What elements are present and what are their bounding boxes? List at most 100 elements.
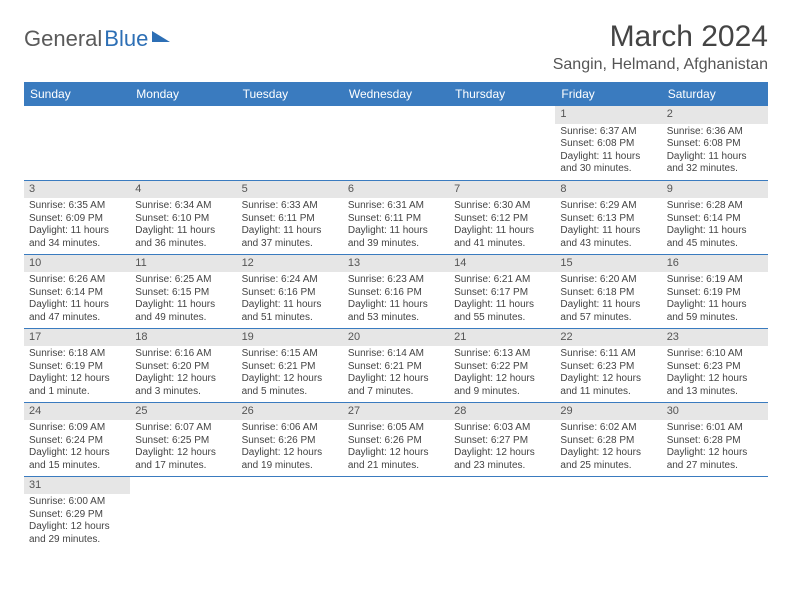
day-cell: 6Sunrise: 6:31 AMSunset: 6:11 PMDaylight…: [343, 180, 449, 254]
day-number: 18: [130, 329, 236, 347]
day-cell: 5Sunrise: 6:33 AMSunset: 6:11 PMDaylight…: [237, 180, 343, 254]
sunset-text: Sunset: 6:13 PM: [560, 213, 656, 226]
day-number: 2: [662, 106, 768, 124]
sunrise-text: Sunrise: 6:06 AM: [242, 422, 338, 435]
weekday-row: SundayMondayTuesdayWednesdayThursdayFrid…: [24, 82, 768, 106]
sunrise-text: Sunrise: 6:29 AM: [560, 200, 656, 213]
day2-text: and 19 minutes.: [242, 460, 338, 473]
sunset-text: Sunset: 6:18 PM: [560, 287, 656, 300]
sunset-text: Sunset: 6:20 PM: [135, 361, 231, 374]
day-cell: 10Sunrise: 6:26 AMSunset: 6:14 PMDayligh…: [24, 254, 130, 328]
day1-text: Daylight: 12 hours: [242, 373, 338, 386]
day1-text: Daylight: 11 hours: [560, 225, 656, 238]
day2-text: and 57 minutes.: [560, 312, 656, 325]
sunrise-text: Sunrise: 6:35 AM: [29, 200, 125, 213]
empty-cell: [343, 106, 449, 180]
sunset-text: Sunset: 6:08 PM: [667, 138, 763, 151]
sunset-text: Sunset: 6:23 PM: [667, 361, 763, 374]
sunrise-text: Sunrise: 6:25 AM: [135, 274, 231, 287]
sunrise-text: Sunrise: 6:34 AM: [135, 200, 231, 213]
day-number: 11: [130, 255, 236, 273]
day-cell: 3Sunrise: 6:35 AMSunset: 6:09 PMDaylight…: [24, 180, 130, 254]
day-cell: 8Sunrise: 6:29 AMSunset: 6:13 PMDaylight…: [555, 180, 661, 254]
day2-text: and 45 minutes.: [667, 238, 763, 251]
day-cell: 9Sunrise: 6:28 AMSunset: 6:14 PMDaylight…: [662, 180, 768, 254]
day-cell: 23Sunrise: 6:10 AMSunset: 6:23 PMDayligh…: [662, 328, 768, 402]
day-number: 4: [130, 181, 236, 199]
day-number: 30: [662, 403, 768, 421]
empty-cell: [343, 476, 449, 550]
sunset-text: Sunset: 6:09 PM: [29, 213, 125, 226]
sunrise-text: Sunrise: 6:28 AM: [667, 200, 763, 213]
day1-text: Daylight: 12 hours: [348, 373, 444, 386]
day2-text: and 55 minutes.: [454, 312, 550, 325]
sunset-text: Sunset: 6:24 PM: [29, 435, 125, 448]
sunrise-text: Sunrise: 6:01 AM: [667, 422, 763, 435]
day-number: 16: [662, 255, 768, 273]
day2-text: and 36 minutes.: [135, 238, 231, 251]
day-cell: 30Sunrise: 6:01 AMSunset: 6:28 PMDayligh…: [662, 402, 768, 476]
day-cell: 1Sunrise: 6:37 AMSunset: 6:08 PMDaylight…: [555, 106, 661, 180]
day-number: 31: [24, 477, 130, 495]
sunset-text: Sunset: 6:21 PM: [242, 361, 338, 374]
day2-text: and 11 minutes.: [560, 386, 656, 399]
day-number: 14: [449, 255, 555, 273]
day-number: 24: [24, 403, 130, 421]
day-cell: 26Sunrise: 6:06 AMSunset: 6:26 PMDayligh…: [237, 402, 343, 476]
title-month: March 2024: [553, 20, 768, 54]
sunset-text: Sunset: 6:08 PM: [560, 138, 656, 151]
calendar-table: SundayMondayTuesdayWednesdayThursdayFrid…: [24, 82, 768, 550]
day2-text: and 3 minutes.: [135, 386, 231, 399]
day-number: 1: [555, 106, 661, 124]
day2-text: and 15 minutes.: [29, 460, 125, 473]
calendar-row: 31Sunrise: 6:00 AMSunset: 6:29 PMDayligh…: [24, 476, 768, 550]
day-number: 21: [449, 329, 555, 347]
day1-text: Daylight: 11 hours: [29, 225, 125, 238]
day-cell: 17Sunrise: 6:18 AMSunset: 6:19 PMDayligh…: [24, 328, 130, 402]
weekday-header: Friday: [555, 82, 661, 106]
calendar-row: 1Sunrise: 6:37 AMSunset: 6:08 PMDaylight…: [24, 106, 768, 180]
sunrise-text: Sunrise: 6:14 AM: [348, 348, 444, 361]
day-cell: 14Sunrise: 6:21 AMSunset: 6:17 PMDayligh…: [449, 254, 555, 328]
weekday-header: Monday: [130, 82, 236, 106]
day-cell: 18Sunrise: 6:16 AMSunset: 6:20 PMDayligh…: [130, 328, 236, 402]
day1-text: Daylight: 11 hours: [667, 225, 763, 238]
day-cell: 2Sunrise: 6:36 AMSunset: 6:08 PMDaylight…: [662, 106, 768, 180]
sunrise-text: Sunrise: 6:03 AM: [454, 422, 550, 435]
day2-text: and 7 minutes.: [348, 386, 444, 399]
sunset-text: Sunset: 6:29 PM: [29, 509, 125, 522]
day1-text: Daylight: 11 hours: [348, 225, 444, 238]
sunset-text: Sunset: 6:16 PM: [348, 287, 444, 300]
day1-text: Daylight: 12 hours: [29, 373, 125, 386]
day1-text: Daylight: 12 hours: [454, 373, 550, 386]
day1-text: Daylight: 11 hours: [560, 151, 656, 164]
empty-cell: [662, 476, 768, 550]
sunrise-text: Sunrise: 6:07 AM: [135, 422, 231, 435]
calendar-body: 1Sunrise: 6:37 AMSunset: 6:08 PMDaylight…: [24, 106, 768, 550]
day1-text: Daylight: 11 hours: [667, 151, 763, 164]
day1-text: Daylight: 12 hours: [667, 373, 763, 386]
day1-text: Daylight: 12 hours: [135, 373, 231, 386]
sunset-text: Sunset: 6:14 PM: [29, 287, 125, 300]
day-number: 17: [24, 329, 130, 347]
sunset-text: Sunset: 6:11 PM: [242, 213, 338, 226]
day-number: 27: [343, 403, 449, 421]
weekday-header: Thursday: [449, 82, 555, 106]
day-number: 22: [555, 329, 661, 347]
calendar-row: 17Sunrise: 6:18 AMSunset: 6:19 PMDayligh…: [24, 328, 768, 402]
day-number: 19: [237, 329, 343, 347]
sunrise-text: Sunrise: 6:11 AM: [560, 348, 656, 361]
day-number: 9: [662, 181, 768, 199]
day1-text: Daylight: 12 hours: [29, 521, 125, 534]
calendar-row: 3Sunrise: 6:35 AMSunset: 6:09 PMDaylight…: [24, 180, 768, 254]
day1-text: Daylight: 12 hours: [560, 373, 656, 386]
title-location: Sangin, Helmand, Afghanistan: [553, 56, 768, 74]
day2-text: and 9 minutes.: [454, 386, 550, 399]
day1-text: Daylight: 12 hours: [135, 447, 231, 460]
day2-text: and 43 minutes.: [560, 238, 656, 251]
day2-text: and 47 minutes.: [29, 312, 125, 325]
sunrise-text: Sunrise: 6:02 AM: [560, 422, 656, 435]
day1-text: Daylight: 12 hours: [242, 447, 338, 460]
calendar-row: 10Sunrise: 6:26 AMSunset: 6:14 PMDayligh…: [24, 254, 768, 328]
weekday-header: Sunday: [24, 82, 130, 106]
